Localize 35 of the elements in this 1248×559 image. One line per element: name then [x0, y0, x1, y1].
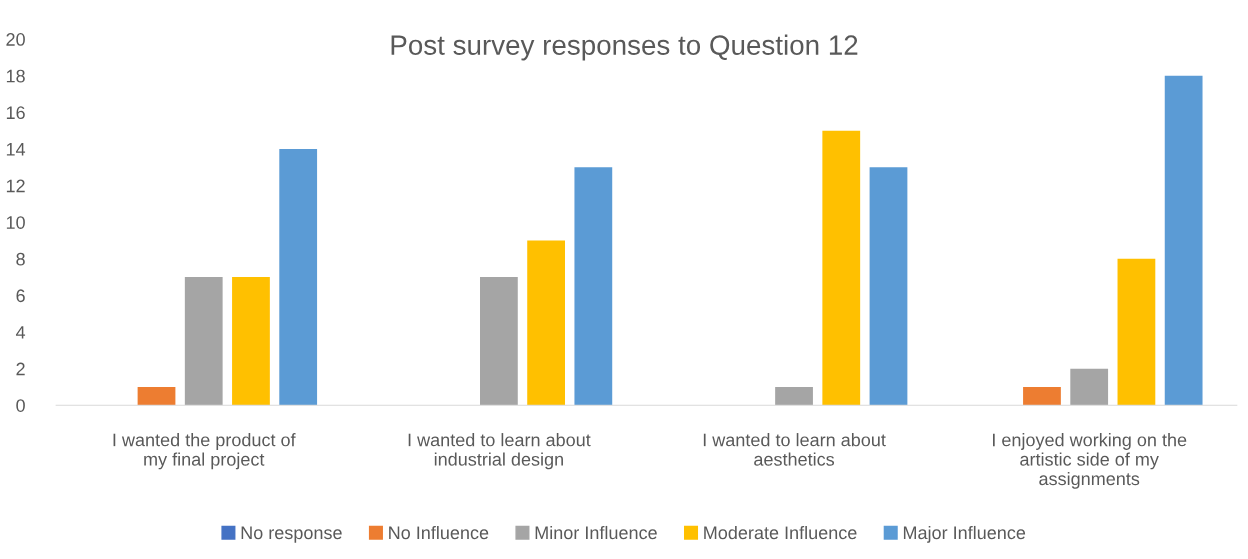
bar — [279, 148, 318, 406]
bar — [1070, 368, 1109, 406]
bar — [1164, 75, 1203, 406]
y-tick-label: 0 — [16, 399, 25, 412]
y-tick-label: 4 — [15, 326, 26, 339]
y-tick-label: 18 — [6, 69, 25, 83]
bar — [574, 167, 613, 406]
legend-label: Major Influence — [903, 525, 1026, 543]
y-tick-label: 14 — [6, 143, 26, 156]
bar — [775, 386, 813, 406]
bar — [822, 130, 861, 406]
x-tick-label: I wanted the product of my final project — [113, 433, 296, 470]
legend-label: Moderate Influence — [704, 525, 857, 540]
chart-title: Post survey responses to Question 12 — [391, 34, 858, 61]
bar — [184, 277, 223, 406]
bar — [869, 167, 908, 406]
legend-label: Minor Influence — [535, 525, 657, 540]
x-tick-label: I enjoyed working on the artistic side of my assignments — [993, 433, 1187, 489]
y-tick-label: 10 — [6, 216, 25, 229]
legend-label: No response — [241, 526, 342, 543]
bar — [480, 277, 518, 406]
y-tick-label: 20 — [6, 33, 25, 46]
y-tick-label: 12 — [6, 179, 25, 193]
y-tick-label: 16 — [6, 106, 25, 120]
x-tick-label: I wanted to learn about industrial design — [408, 433, 591, 470]
bar — [137, 386, 176, 406]
x-tick-label: I wanted to learn about aesthetics — [703, 433, 886, 466]
bar — [1117, 258, 1156, 406]
bar — [232, 277, 270, 406]
bar — [527, 240, 565, 406]
legend-label: No Influence — [389, 525, 489, 540]
y-tick-label: 8 — [16, 252, 25, 266]
y-tick-label: 2 — [16, 362, 25, 376]
y-tick-label: 6 — [16, 289, 25, 303]
bar — [1023, 386, 1061, 406]
